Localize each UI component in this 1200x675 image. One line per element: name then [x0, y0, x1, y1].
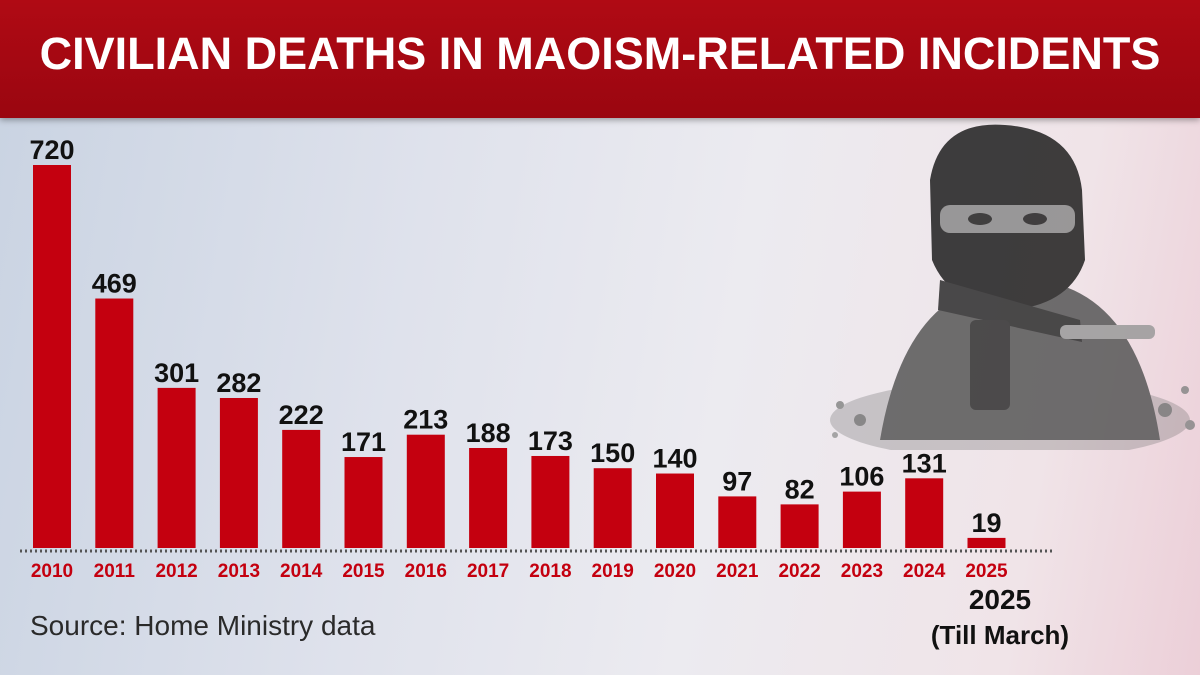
tick-label-2013: 2013: [218, 561, 260, 582]
data-label-2019: 150: [590, 438, 635, 468]
bar-2014: [282, 429, 321, 548]
data-label-2011: 469: [92, 269, 137, 299]
tick-label-2021: 2021: [716, 561, 759, 582]
bar-2017: [469, 447, 508, 548]
tick-label-2012: 2012: [155, 561, 197, 582]
data-label-2014: 222: [279, 400, 324, 430]
data-label-2025: 19: [971, 508, 1001, 538]
bar-2012: [157, 387, 196, 548]
bar-chart: 720 2010 469 2011 301 2012 282 2013 222 2014 171 20…: [20, 135, 1055, 582]
tick-label-2025: 2025: [965, 561, 1008, 582]
bar-2021: [718, 496, 757, 548]
tick-label-2011: 2011: [94, 561, 136, 582]
chart-title: CIVILIAN DEATHS IN MAOISM-RELATED INCIDE…: [39, 28, 1161, 79]
bar-2016: [406, 434, 445, 548]
tick-label-2020: 2020: [654, 561, 696, 582]
tick-label-2015: 2015: [342, 561, 385, 582]
title-banner: CIVILIAN DEATHS IN MAOISM-RELATED INCIDE…: [0, 0, 1200, 118]
data-label-2018: 173: [528, 426, 573, 456]
bar-2015: [344, 457, 383, 548]
data-label-2020: 140: [652, 444, 697, 474]
data-label-2017: 188: [466, 418, 511, 448]
data-label-2013: 282: [216, 368, 261, 398]
tick-label-2024: 2024: [903, 561, 946, 582]
bar-2022: [780, 504, 819, 548]
tick-label-2018: 2018: [529, 561, 571, 582]
bar-2024: [905, 478, 944, 548]
bar-2013: [219, 397, 258, 548]
bar-2011: [95, 298, 134, 548]
data-label-2016: 213: [403, 405, 448, 435]
data-label-2021: 97: [722, 466, 752, 496]
tick-label-2019: 2019: [592, 561, 634, 582]
footnote-range: (Till March): [930, 620, 1070, 650]
data-label-2010: 720: [29, 135, 74, 165]
bar-2023: [842, 491, 881, 548]
tick-label-2010: 2010: [31, 561, 73, 582]
data-label-2024: 131: [902, 448, 947, 478]
data-label-2012: 301: [154, 358, 199, 388]
tick-label-2014: 2014: [280, 561, 323, 582]
tick-label-2016: 2016: [405, 561, 447, 582]
bar-2018: [531, 455, 570, 548]
tick-label-2022: 2022: [778, 561, 820, 582]
bar-2025: [967, 537, 1006, 548]
tick-label-2023: 2023: [841, 561, 883, 582]
bar-2010: [33, 165, 71, 548]
data-label-2015: 171: [341, 427, 386, 457]
data-label-2022: 82: [785, 474, 815, 504]
data-label-2023: 106: [839, 462, 884, 492]
masked-gunman-photo: [830, 124, 1195, 450]
tick-label-2017: 2017: [467, 561, 509, 582]
footnote-year: 2025: [968, 584, 1032, 615]
bar-2019: [593, 468, 632, 548]
bar-2020: [656, 473, 694, 548]
source-note: Source: Home Ministry data: [30, 610, 376, 641]
